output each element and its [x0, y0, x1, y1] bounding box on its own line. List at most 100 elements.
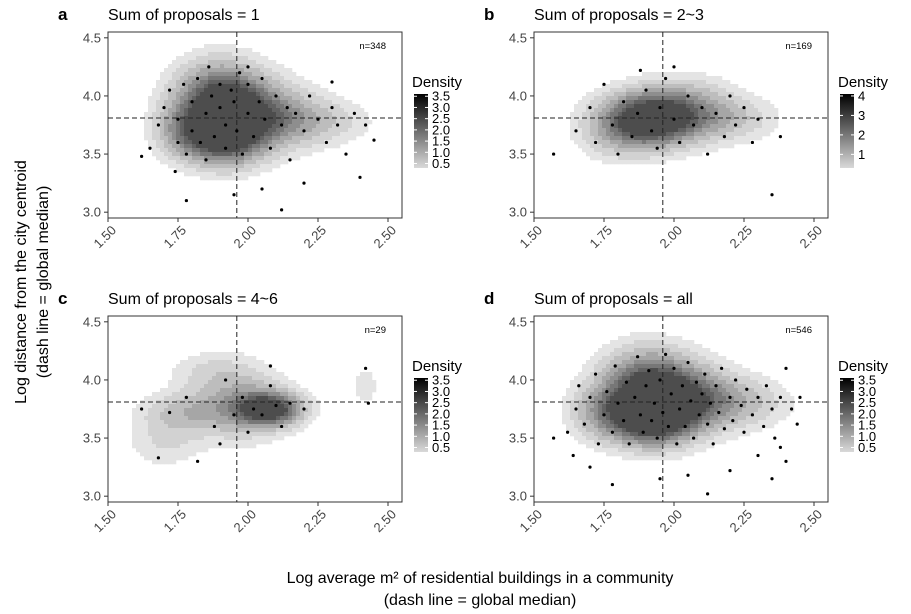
density-cell [188, 128, 193, 133]
density-cell [646, 432, 651, 437]
density-cell [610, 348, 615, 353]
density-cell [368, 392, 373, 397]
density-cell [228, 112, 233, 117]
density-cell [272, 60, 277, 65]
density-cell [200, 428, 205, 433]
density-cell [172, 124, 177, 129]
density-cell [236, 136, 241, 141]
scatter-point [358, 175, 362, 179]
density-cell [232, 360, 237, 365]
density-cell [156, 392, 161, 397]
density-cell [690, 104, 695, 109]
density-cell [626, 412, 631, 417]
density-cell [276, 424, 281, 429]
density-cell [614, 412, 619, 417]
density-cell [646, 420, 651, 425]
density-cell [734, 88, 739, 93]
density-cell [646, 412, 651, 417]
density-cell [718, 404, 723, 409]
scatter-point [252, 135, 256, 139]
density-cell [602, 380, 607, 385]
density-cell [168, 432, 173, 437]
density-cell [152, 396, 157, 401]
density-cell [160, 88, 165, 93]
density-cell [204, 136, 209, 141]
density-cell [216, 88, 221, 93]
density-cell [758, 404, 763, 409]
density-cell [570, 380, 575, 385]
density-cell [204, 156, 209, 161]
density-cell [264, 60, 269, 65]
density-cell [364, 112, 369, 117]
density-cell [304, 80, 309, 85]
density-cell [634, 364, 639, 369]
density-cell [654, 84, 659, 89]
density-cell [352, 124, 357, 129]
density-cell [622, 440, 627, 445]
density-cell [694, 132, 699, 137]
density-cell [662, 72, 667, 77]
density-cell [606, 356, 611, 361]
density-cell [268, 112, 273, 117]
density-cell [292, 112, 297, 117]
density-cell [192, 96, 197, 101]
density-cell [252, 160, 257, 165]
density-cell [228, 376, 233, 381]
density-cell [264, 72, 269, 77]
density-cell [634, 392, 639, 397]
density-cell [276, 412, 281, 417]
density-cell [674, 136, 679, 141]
density-cell [304, 132, 309, 137]
density-cell [602, 108, 607, 113]
density-cell [690, 448, 695, 453]
density-cell [726, 384, 731, 389]
density-cell [762, 408, 767, 413]
density-cell [164, 100, 169, 105]
density-cell [260, 392, 265, 397]
density-cell [654, 80, 659, 85]
density-cell [718, 364, 723, 369]
density-cell [734, 432, 739, 437]
density-cell [272, 104, 277, 109]
x-tick-label: 2.25 [301, 223, 330, 252]
y-tick-label: 4.5 [83, 314, 101, 329]
density-cell [268, 160, 273, 165]
scatter-point [720, 366, 724, 370]
density-cell [730, 384, 735, 389]
density-cell [172, 432, 177, 437]
density-cell [626, 120, 631, 125]
density-cell [694, 432, 699, 437]
density-cell [208, 88, 213, 93]
density-cell [272, 140, 277, 145]
density-cell [642, 416, 647, 421]
density-cell [224, 80, 229, 85]
density-cell [570, 428, 575, 433]
scatter-point [232, 413, 236, 417]
density-cell [184, 108, 189, 113]
density-cell [610, 440, 615, 445]
density-cell [682, 364, 687, 369]
density-cell [312, 96, 317, 101]
density-cell [726, 388, 731, 393]
density-cell [622, 424, 627, 429]
density-cell [754, 392, 759, 397]
density-cell [196, 376, 201, 381]
density-cell [602, 440, 607, 445]
density-cell [244, 152, 249, 157]
density-cell [180, 396, 185, 401]
scatter-point [734, 123, 738, 127]
density-cell [284, 156, 289, 161]
density-cell [164, 76, 169, 81]
density-cell [754, 372, 759, 377]
density-cell [180, 132, 185, 137]
density-cell [208, 136, 213, 141]
density-cell [356, 128, 361, 133]
density-cell [244, 68, 249, 73]
density-cell [280, 432, 285, 437]
density-cell [232, 176, 237, 181]
density-cell [236, 388, 241, 393]
density-cell [666, 380, 671, 385]
density-cell [204, 444, 209, 449]
density-cell [156, 460, 161, 465]
density-cell [296, 144, 301, 149]
